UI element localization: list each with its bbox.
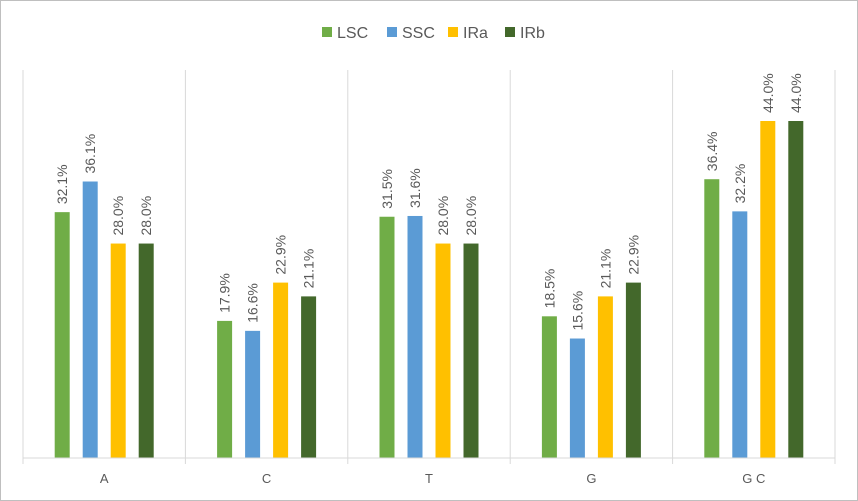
- bar-irb-g: [625, 282, 641, 458]
- data-label-irb-c: 21.1%: [301, 249, 317, 289]
- bar-ssc-g: [569, 338, 585, 458]
- bar-ira-t: [435, 243, 451, 458]
- data-label-lsc-t: 31.5%: [379, 169, 395, 209]
- data-label-ira-t: 28.0%: [435, 196, 451, 236]
- category-label-g: G: [586, 471, 596, 486]
- data-labels: 32.1% 36.1% 28.0% 28.0% 17.9% 16.6% 22.9% 21.1%…: [54, 73, 804, 330]
- data-label-lsc-c: 17.9%: [217, 273, 233, 313]
- bar-ssc-t: [407, 215, 423, 458]
- category-separators: [22, 70, 836, 464]
- data-label-ssc-c: 16.6%: [245, 283, 261, 323]
- category-label-c: C: [262, 471, 271, 486]
- data-label-ira-g-c: 44.0%: [760, 73, 776, 113]
- category-label-t: T: [425, 471, 433, 486]
- bar-ssc-c: [245, 330, 261, 458]
- category-label-g-c: G C: [742, 471, 765, 486]
- data-label-ssc-g-c: 32.2%: [732, 164, 748, 204]
- bar-irb-g-c: [788, 121, 804, 458]
- legend-swatch-lsc: [322, 27, 332, 37]
- legend-label-irb: IRb: [520, 25, 545, 42]
- bar-ira-c: [273, 282, 289, 458]
- data-label-irb-g: 22.9%: [625, 235, 641, 275]
- data-label-irb-t: 28.0%: [463, 196, 479, 236]
- bar-irb-a: [138, 243, 154, 458]
- data-label-ira-g: 21.1%: [597, 249, 613, 289]
- bar-ira-g: [597, 296, 613, 458]
- bar-lsc-g-c: [704, 179, 720, 458]
- legend-label-lsc: LSC: [337, 25, 368, 42]
- data-label-lsc-g-c: 36.4%: [704, 132, 720, 172]
- data-label-irb-a: 28.0%: [138, 196, 154, 236]
- bar-lsc-a: [54, 212, 70, 458]
- data-label-ssc-a: 36.1%: [82, 134, 98, 174]
- data-label-irb-g-c: 44.0%: [788, 73, 804, 113]
- bar-irb-c: [301, 296, 317, 458]
- legend-swatch-irb: [505, 27, 515, 37]
- legend-label-ira: IRa: [463, 25, 488, 42]
- category-label-a: A: [100, 471, 109, 486]
- bar-ira-a: [110, 243, 126, 458]
- bar-ira-g-c: [760, 121, 776, 458]
- bars: [54, 121, 804, 458]
- bar-lsc-c: [217, 320, 233, 458]
- bar-ssc-a: [82, 181, 98, 458]
- data-label-ira-c: 22.9%: [273, 235, 289, 275]
- bar-irb-t: [463, 243, 479, 458]
- data-label-ssc-g: 15.6%: [569, 291, 585, 331]
- legend-swatch-ira: [448, 27, 458, 37]
- bar-lsc-g: [541, 316, 557, 458]
- data-label-ira-a: 28.0%: [110, 196, 126, 236]
- data-label-lsc-g: 18.5%: [541, 269, 557, 309]
- legend-label-ssc: SSC: [402, 25, 435, 42]
- data-label-ssc-t: 31.6%: [407, 168, 423, 208]
- data-label-lsc-a: 32.1%: [54, 164, 70, 204]
- bar-lsc-t: [379, 216, 395, 458]
- legend-swatch-ssc: [387, 27, 397, 37]
- bar-ssc-g-c: [732, 211, 748, 458]
- legend: LSC SSC IRa IRb: [322, 25, 545, 42]
